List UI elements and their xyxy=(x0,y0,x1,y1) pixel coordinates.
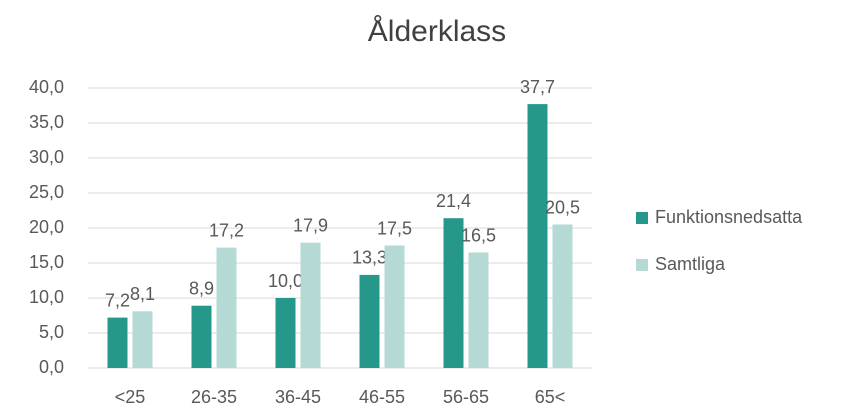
data-label: 7,2 xyxy=(105,290,130,310)
chart-title: Ålderklass xyxy=(368,15,506,48)
bar xyxy=(132,311,153,368)
x-tick-label: 56-65 xyxy=(443,387,489,407)
bar xyxy=(384,245,405,368)
y-tick-label: 20,0 xyxy=(29,217,64,237)
y-tick-label: 35,0 xyxy=(29,112,64,132)
y-tick-label: 40,0 xyxy=(29,77,64,97)
y-tick-label: 0,0 xyxy=(39,357,64,377)
bar xyxy=(300,242,321,368)
bar xyxy=(275,298,296,368)
x-tick-label: 65< xyxy=(535,387,566,407)
x-tick-label: 26-35 xyxy=(191,387,237,407)
bar xyxy=(191,305,212,368)
data-label: 17,2 xyxy=(209,220,244,240)
legend-swatch xyxy=(636,259,648,271)
bar xyxy=(443,218,464,368)
y-tick-label: 30,0 xyxy=(29,147,64,167)
bar xyxy=(527,104,548,368)
legend-label: Funktionsnedsatta xyxy=(655,207,803,227)
data-label: 37,7 xyxy=(520,77,555,97)
x-tick-label: <25 xyxy=(115,387,146,407)
data-label: 8,1 xyxy=(130,284,155,304)
bar xyxy=(107,317,128,368)
x-tick-label: 36-45 xyxy=(275,387,321,407)
data-label: 13,3 xyxy=(352,248,387,268)
y-tick-label: 5,0 xyxy=(39,322,64,342)
legend-label: Samtliga xyxy=(655,254,726,274)
y-tick-label: 25,0 xyxy=(29,182,64,202)
data-label: 17,9 xyxy=(293,215,328,235)
legend-swatch xyxy=(636,212,648,224)
bar xyxy=(552,224,573,368)
bar xyxy=(468,252,489,368)
data-label: 8,9 xyxy=(189,278,214,298)
data-label: 16,5 xyxy=(461,225,496,245)
y-tick-label: 10,0 xyxy=(29,287,64,307)
bar xyxy=(216,247,237,368)
data-label: 10,0 xyxy=(268,271,303,291)
data-label: 21,4 xyxy=(436,191,471,211)
y-tick-label: 15,0 xyxy=(29,252,64,272)
bar xyxy=(359,274,380,368)
data-label: 20,5 xyxy=(545,197,580,217)
data-label: 17,5 xyxy=(377,218,412,238)
x-tick-label: 46-55 xyxy=(359,387,405,407)
